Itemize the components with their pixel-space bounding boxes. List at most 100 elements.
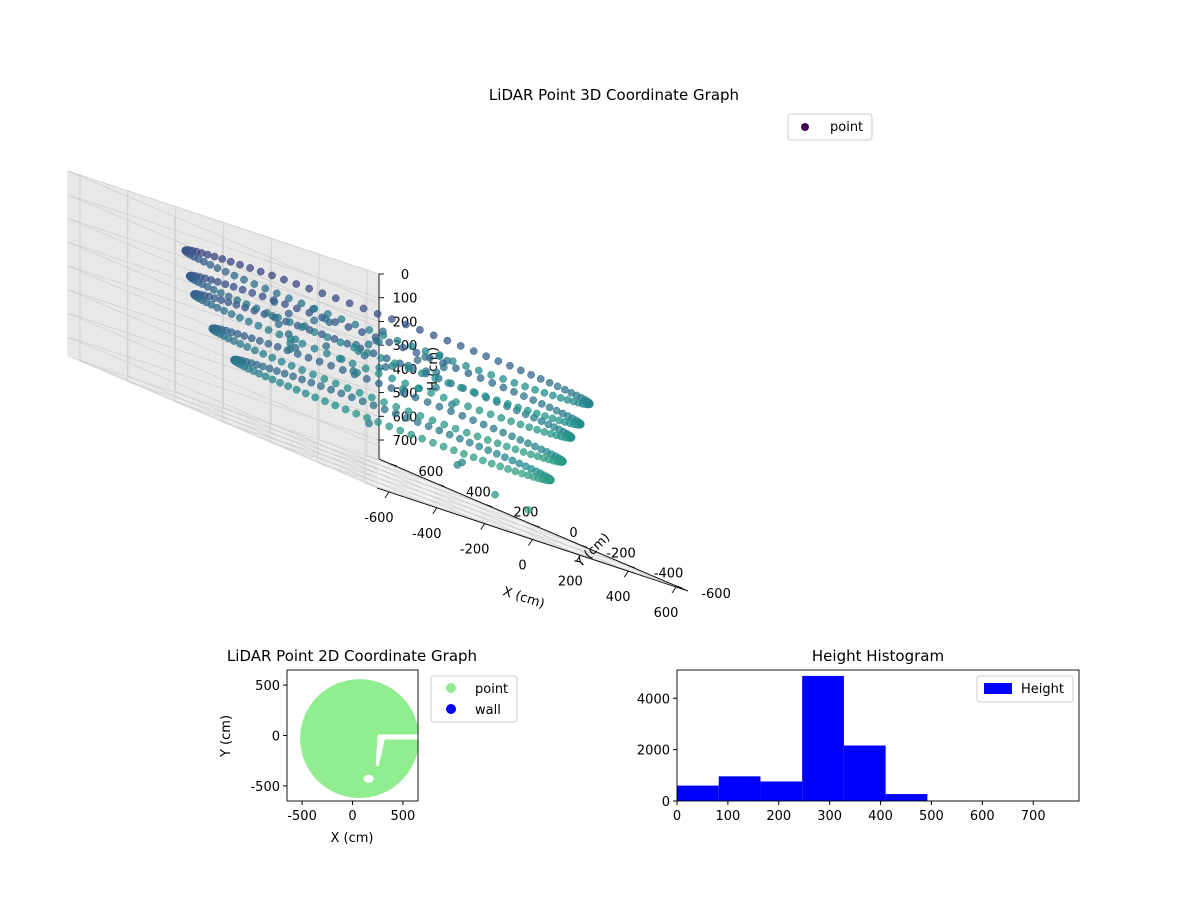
data-point [238,285,247,294]
data-point [414,384,423,393]
data-point [220,306,228,315]
data-point [514,403,522,412]
data-point [331,401,340,410]
data-point [469,347,478,355]
data-point [464,402,472,411]
axes-frame [676,669,1080,802]
histogram-bar [677,785,719,801]
legend-marker [446,704,456,714]
data-point [330,335,339,343]
x-tick-label: 400 [868,809,893,824]
data-point [323,349,331,358]
y-tick-label: 0 [662,795,670,810]
data-point [469,453,478,462]
data-point [492,396,501,405]
y-tick-label: 0 [569,526,577,541]
y-tick-label: -500 [250,780,280,795]
data-point [501,453,509,462]
data-point [499,428,507,437]
x-tick-label: 500 [390,809,415,824]
data-point [327,361,335,370]
data-point [311,393,320,402]
data-point [250,280,259,288]
gap-region [363,774,374,783]
data-point [462,428,471,437]
data-point [404,407,413,416]
data-point [309,370,317,379]
data-point [510,379,519,387]
data-point [388,374,396,383]
data-point [359,304,368,313]
data-point [248,289,257,297]
data-point [507,417,515,426]
data-point [520,392,528,400]
data-point [457,383,465,392]
data-point [483,436,492,444]
histogram-bar [718,776,761,801]
data-point [305,284,313,293]
data-point [323,333,332,342]
data-point [385,422,394,431]
data-point [423,398,432,406]
data-point [265,364,274,373]
data-point [396,426,405,435]
data-point [521,382,529,391]
data-point [298,323,306,331]
data-point [523,406,532,415]
data-point [264,339,273,348]
data-point [474,366,483,375]
grid-line [364,482,677,587]
data-point [362,375,371,383]
data-point [345,299,354,308]
data-point [527,370,535,379]
data-point [270,298,279,306]
data-point [473,432,482,441]
data-point [209,285,218,294]
data-point [545,403,554,412]
data-point [511,445,520,454]
data-point [435,352,444,361]
data-point [407,430,416,439]
data-point [511,467,520,476]
data-point [456,434,464,443]
grid-line [269,441,582,546]
data-point [469,416,477,425]
data-point [276,378,284,387]
x-tick-label: -600 [364,511,394,526]
data-point [268,375,277,384]
data-point [251,346,259,355]
histogram-bar [885,794,928,801]
data-point [529,396,538,404]
data-point [387,315,396,323]
data-point [532,409,541,418]
data-point [367,393,376,402]
y-tick-label: -600 [701,587,731,602]
data-point [242,300,251,309]
data-point [411,393,420,402]
data-point [244,317,253,326]
x-tick [671,586,677,594]
data-point [556,394,565,402]
data-point [428,416,437,425]
data-point [464,369,473,378]
data-point [224,292,233,301]
data-point [320,375,329,383]
data-point [431,374,440,383]
data-point [424,422,433,431]
legend-frame [787,113,873,141]
data-point [363,414,371,422]
x-tick-label: 0 [518,559,526,574]
data-point [553,382,562,391]
data-point [318,289,327,298]
data-point [531,442,539,451]
data-point [548,414,557,423]
data-point [416,412,425,420]
grid-line [67,170,378,304]
data-point [379,331,388,340]
data-point [254,321,263,330]
data-point [458,411,467,420]
data-point [310,328,319,336]
x-axis-label: X (cm) [331,831,374,846]
data-point [443,336,452,345]
